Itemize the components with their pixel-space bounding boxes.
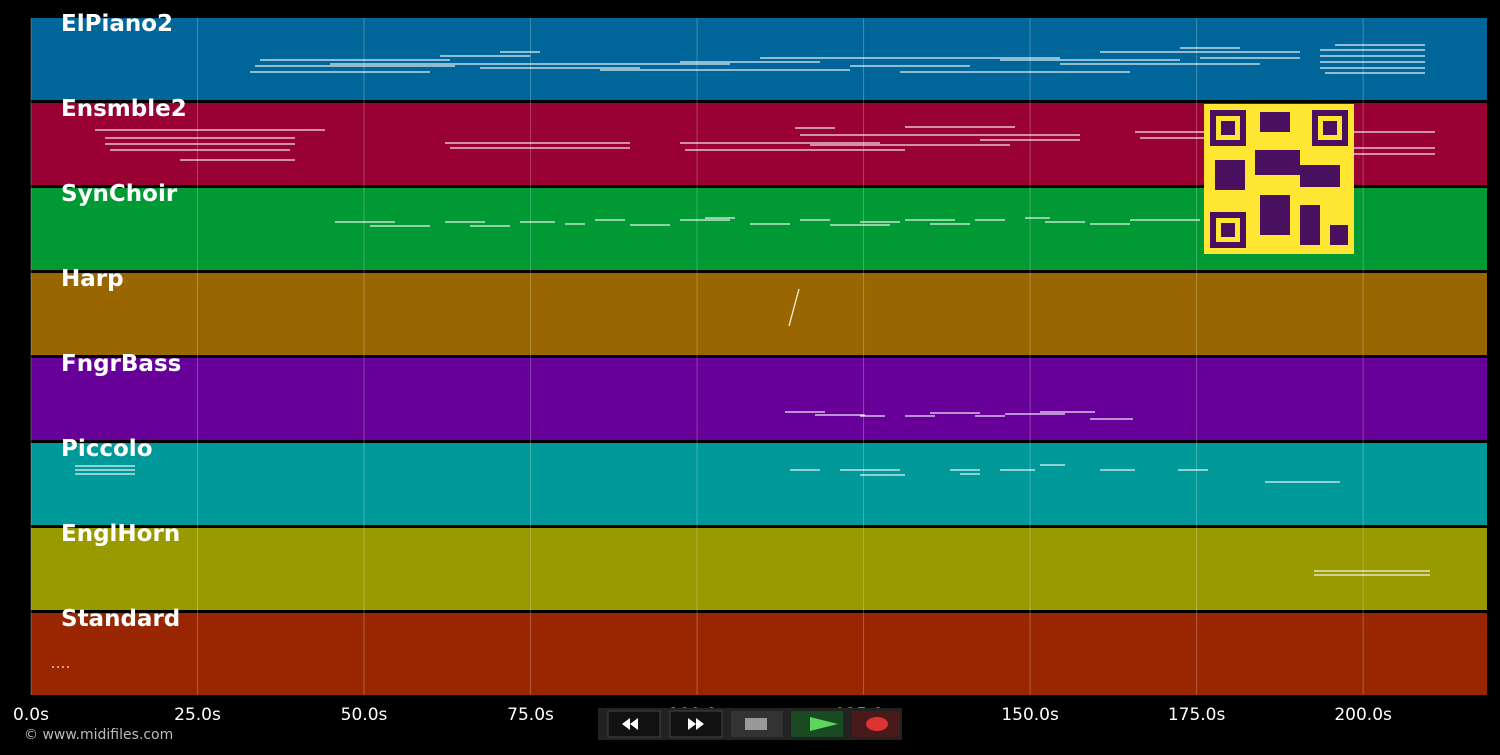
play-button[interactable] [791,711,843,737]
track-name: EnglHorn [61,521,180,547]
x-tick-label: 50.0s [341,705,388,725]
x-tick-label: 75.0s [507,705,554,725]
grid [30,18,1364,695]
notes-harp [788,288,800,327]
track-band [31,273,1487,355]
forward-button[interactable] [669,710,723,738]
notes-piccolo [75,464,1340,483]
copyright: © www.midifiles.com [24,727,173,743]
track-name: Ensmble2 [61,96,187,122]
transport-controls [598,708,902,740]
record-button[interactable] [852,711,900,737]
track-band [31,613,1487,695]
track-band [31,443,1487,525]
qr-code [1204,104,1354,254]
x-tick-label: 200.0s [1334,705,1392,725]
notes-elpiano [250,44,1425,74]
x-tick-label: 0.0s [13,705,49,725]
track-name: ElPiano2 [61,11,173,37]
track-band [31,528,1487,610]
x-tick-label: 175.0s [1168,705,1226,725]
track-name: SynChoir [61,181,178,207]
stop-button[interactable] [731,711,783,737]
track-band [31,18,1487,100]
notes-bass [785,411,1133,420]
track-name: Harp [61,266,124,292]
x-tick-label: 150.0s [1001,705,1059,725]
notes-englhorn [1314,570,1430,576]
rewind-button[interactable] [607,710,661,738]
track-band [31,358,1487,440]
notes-synchoir [335,217,1200,227]
x-tick-label: 25.0s [174,705,221,725]
time-axis: 0.0s25.0s50.0s75.0s100.0s125.0s150.0s175… [13,705,1392,725]
track-name: Piccolo [61,436,153,462]
notes [52,44,1435,668]
track-name: Standard [61,606,180,632]
track-name: FngrBass [61,351,181,377]
